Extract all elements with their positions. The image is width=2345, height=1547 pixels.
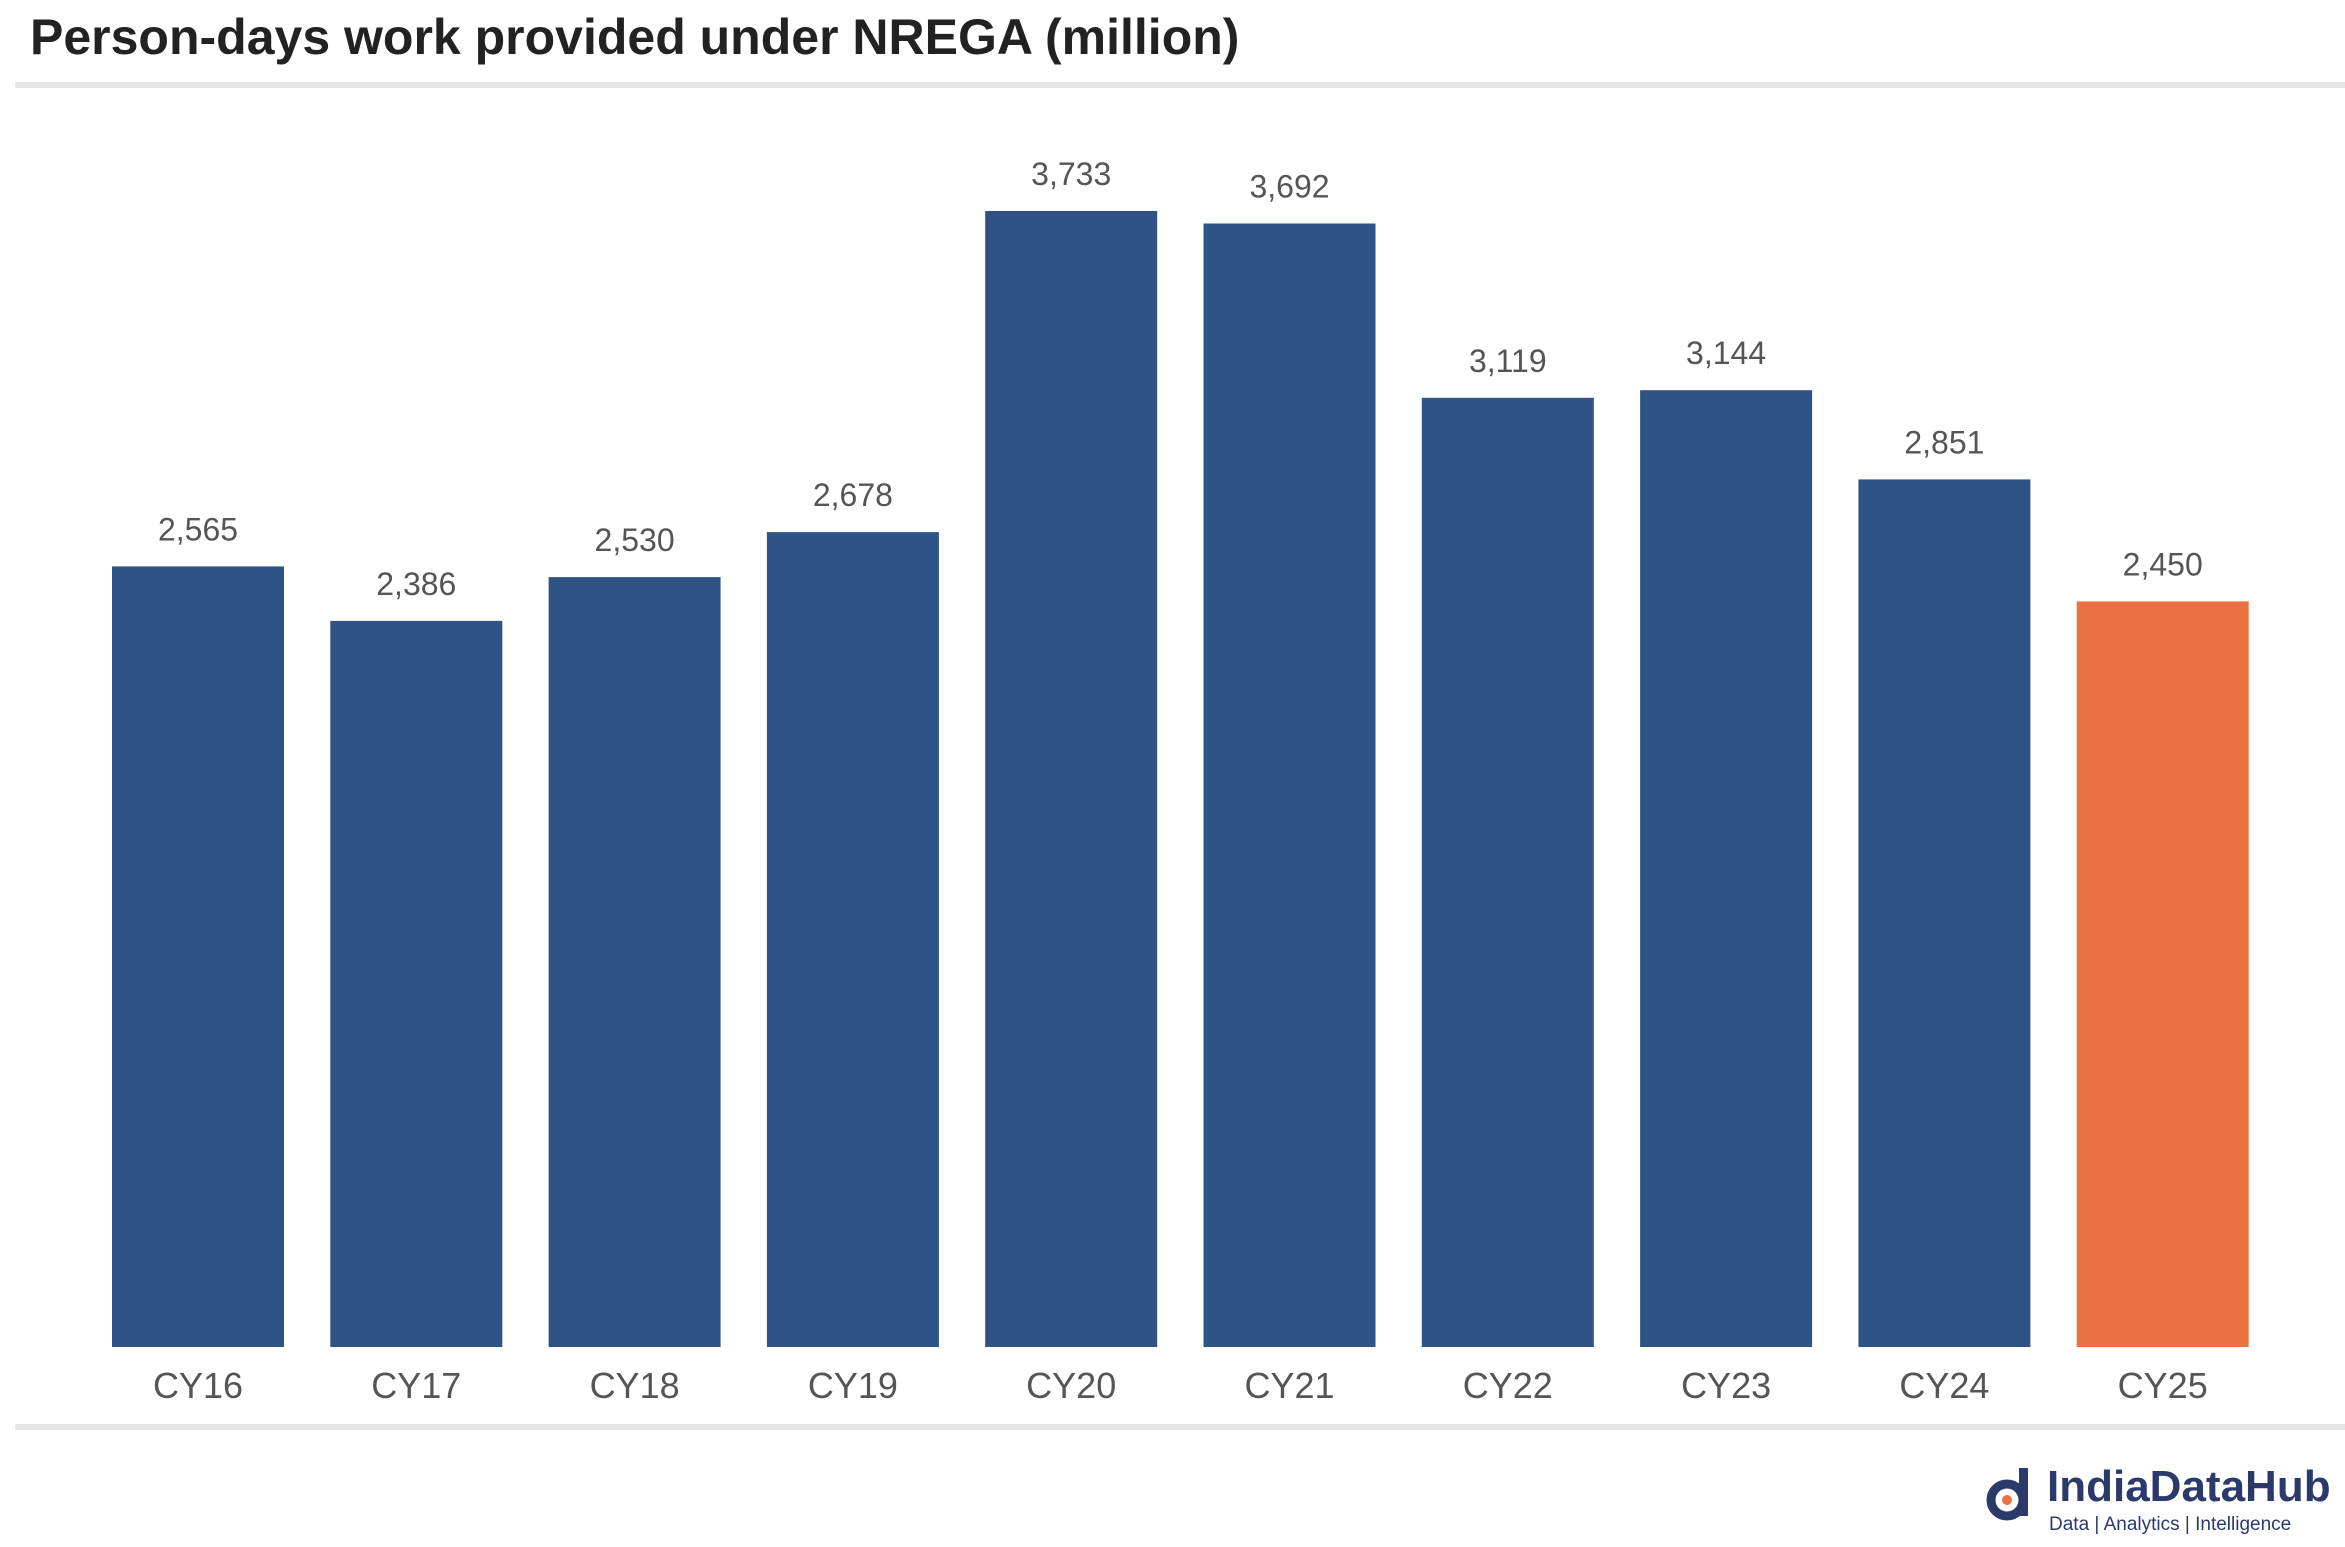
value-label-cy22: 3,119 <box>1469 343 1547 379</box>
value-label-cy18: 2,530 <box>595 522 675 558</box>
bar-cy19 <box>766 532 939 1347</box>
category-label-cy24: CY24 <box>1899 1365 1989 1406</box>
bar-cy24 <box>1858 479 2031 1347</box>
value-label-cy20: 3,733 <box>1031 156 1111 192</box>
value-label-cy25: 2,450 <box>2123 546 2203 582</box>
logo-mark-icon <box>1986 1468 2028 1521</box>
category-labels-group: CY16 CY17 CY18 CY19 CY20 CY21 CY22 CY23 CY24 CY25 <box>153 1365 2208 1406</box>
bar-cy16 <box>112 566 284 1347</box>
bottom-divider <box>15 1424 2345 1430</box>
category-label-cy25: CY25 <box>2118 1365 2208 1406</box>
category-label-cy23: CY23 <box>1681 1365 1771 1406</box>
bars-group <box>112 211 2249 1347</box>
value-labels-group: 2,565 2,386 2,530 2,678 3,733 3,692 3,119 3,144… <box>158 156 2203 602</box>
chart-title: Person-days work provided under NREGA (m… <box>30 9 1240 65</box>
bar-cy17 <box>330 620 503 1347</box>
bar-cy22 <box>1421 397 1594 1347</box>
category-label-cy20: CY20 <box>1026 1365 1116 1406</box>
category-label-cy22: CY22 <box>1463 1365 1553 1406</box>
value-label-cy19: 2,678 <box>813 477 893 513</box>
top-divider <box>15 82 2345 88</box>
bar-cy21 <box>1203 223 1376 1347</box>
value-label-cy16: 2,565 <box>158 511 238 547</box>
brand-logo: IndiaDataHub Data | Analytics | Intellig… <box>1985 1462 2335 1542</box>
bar-cy20 <box>985 211 1158 1347</box>
category-label-cy21: CY21 <box>1244 1365 1334 1406</box>
logo-name: IndiaDataHub <box>2047 1462 2331 1511</box>
category-label-cy18: CY18 <box>590 1365 680 1406</box>
bar-cy18 <box>548 577 721 1347</box>
category-label-cy16: CY16 <box>153 1365 243 1406</box>
logo-tagline: Data | Analytics | Intelligence <box>2049 1514 2292 1535</box>
value-label-cy24: 2,851 <box>1904 424 1984 460</box>
value-label-cy17: 2,386 <box>376 566 456 602</box>
bar-cy25 <box>2076 601 2249 1347</box>
value-label-cy21: 3,692 <box>1249 169 1329 205</box>
bar-cy23 <box>1640 390 1813 1347</box>
category-label-cy17: CY17 <box>371 1365 461 1406</box>
category-label-cy19: CY19 <box>808 1365 898 1406</box>
value-label-cy23: 3,144 <box>1686 335 1766 371</box>
